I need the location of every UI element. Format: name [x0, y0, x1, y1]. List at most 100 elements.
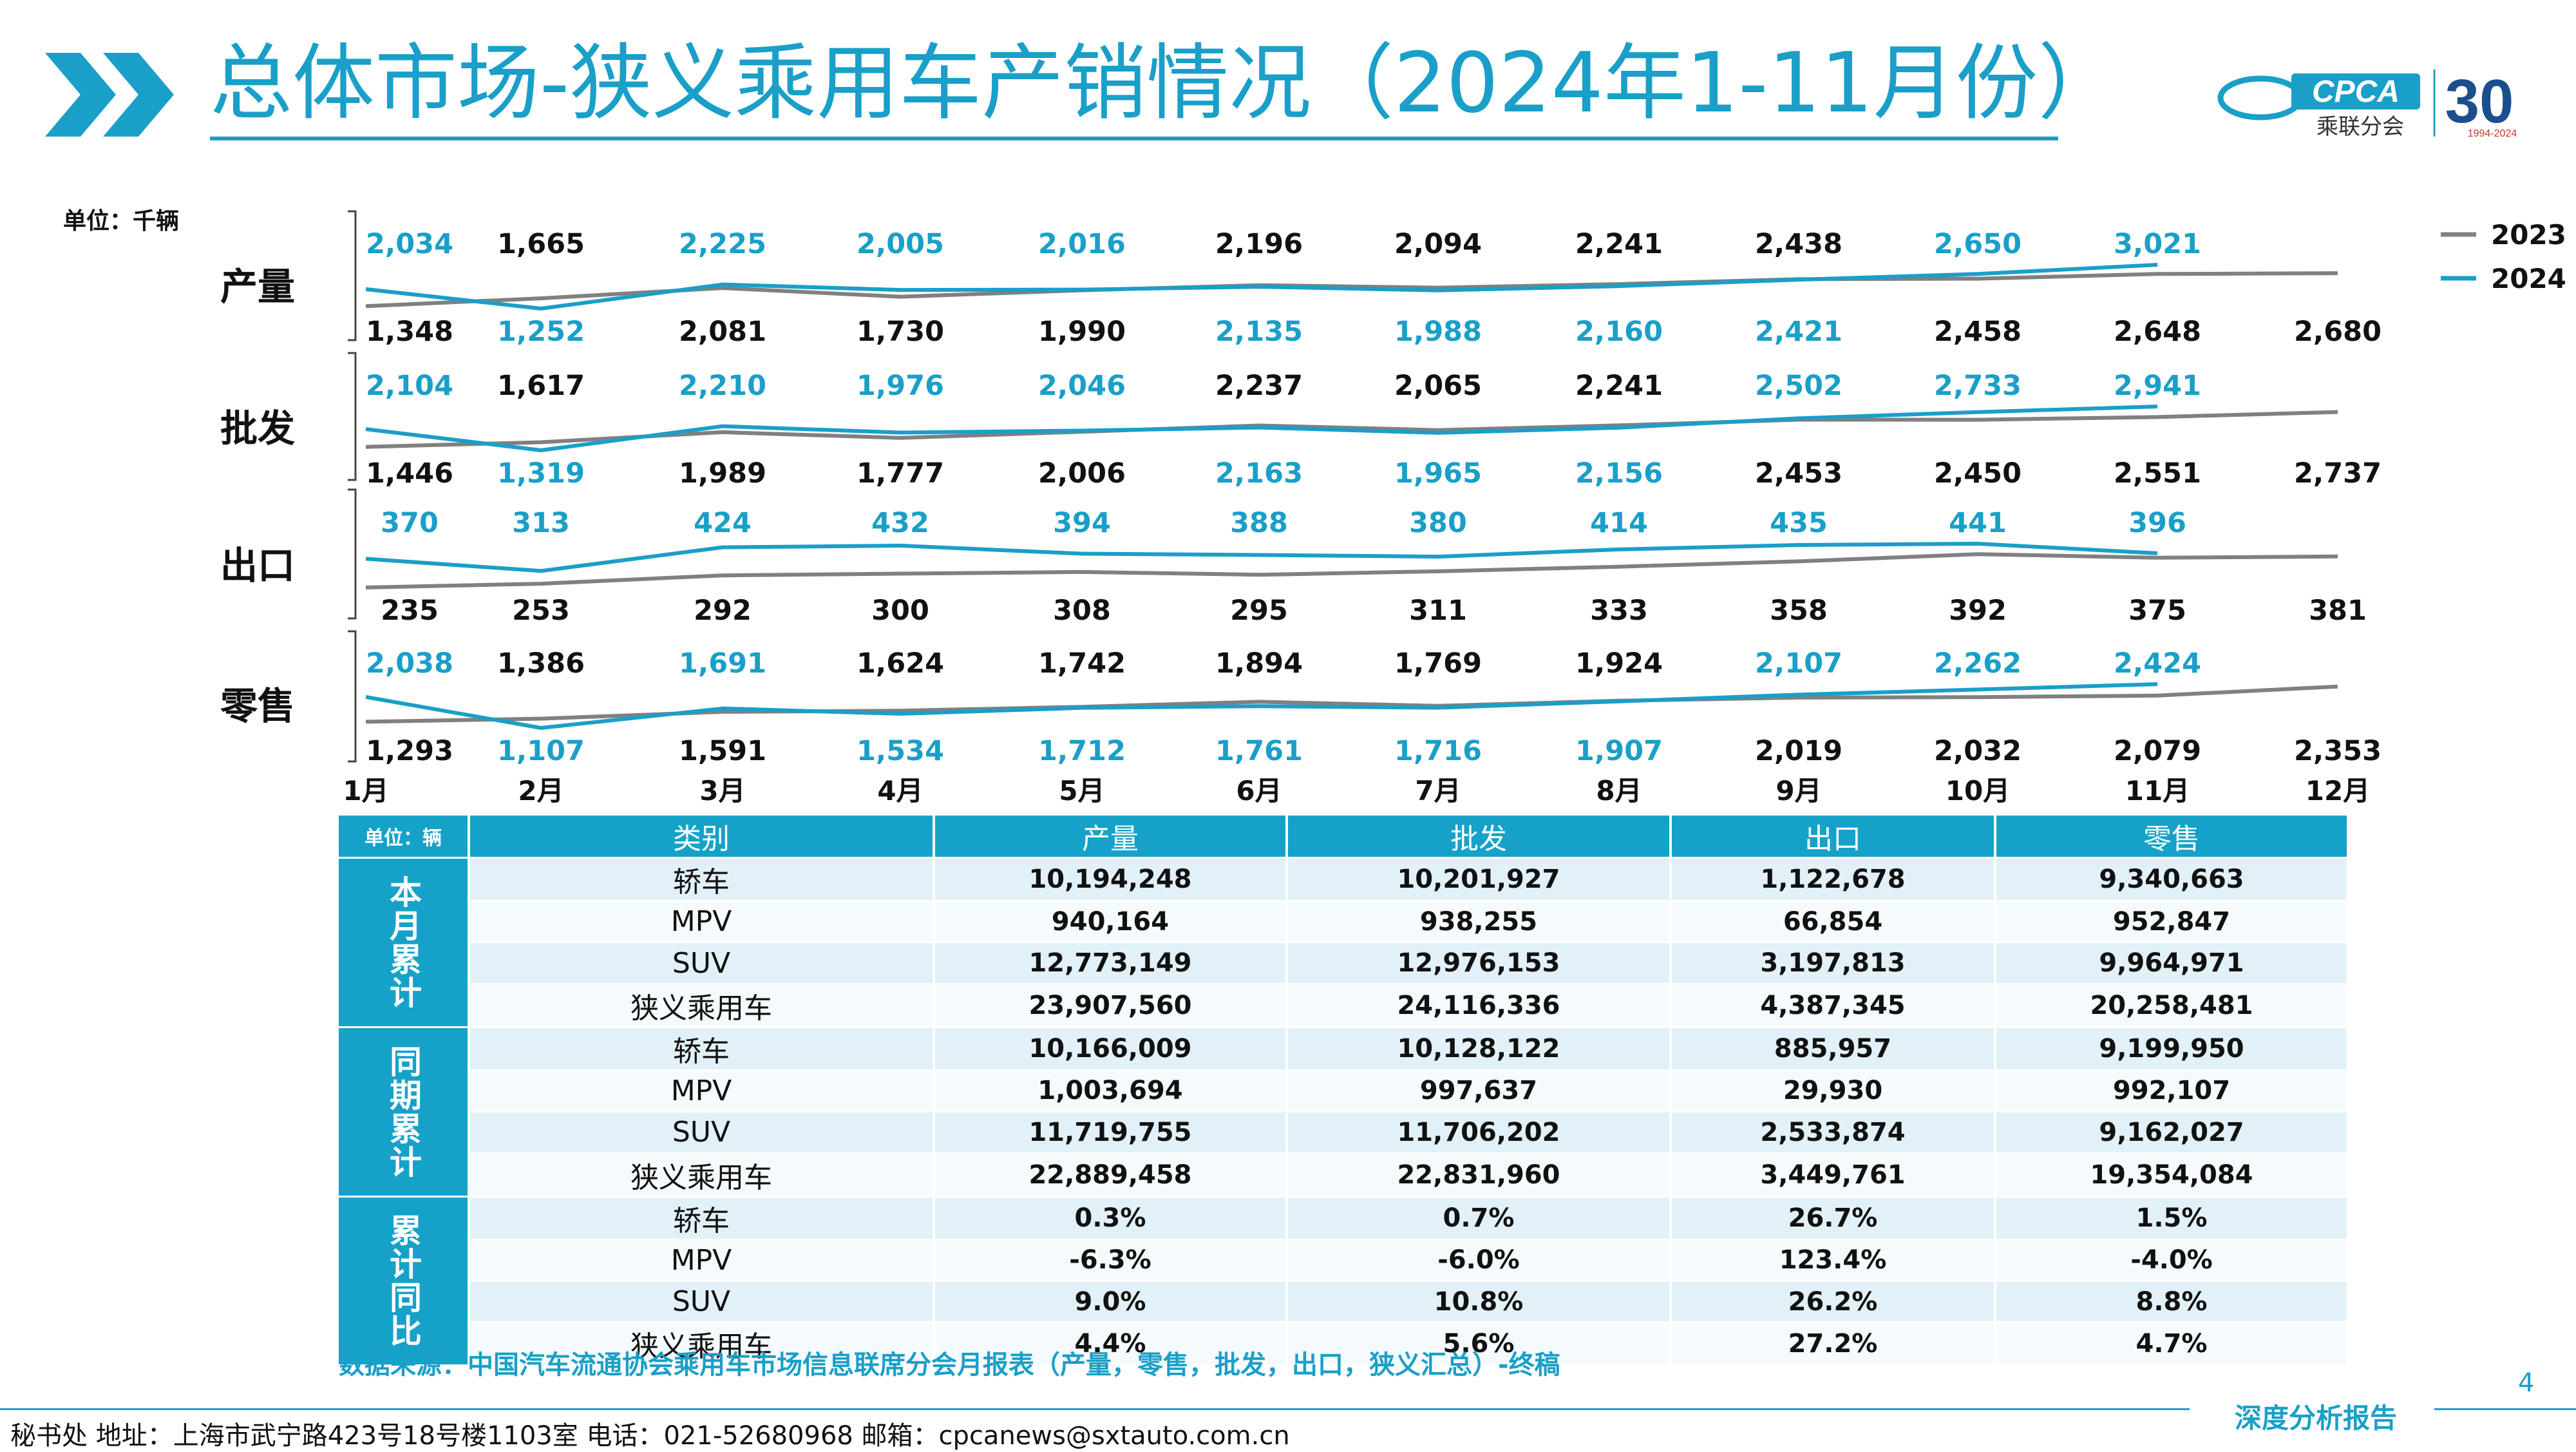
table-value-cell: 992,107 — [1995, 1070, 2349, 1113]
data-label-2024: 2,005 — [857, 228, 944, 260]
series-line-2023 — [365, 552, 2338, 589]
data-label-2023: 1,665 — [497, 228, 585, 260]
x-tick-label: 12月 — [2306, 775, 2370, 807]
footer-address: 秘书处 地址：上海市武宁路423号18号楼1103室 电话：021-526809… — [10, 1421, 1290, 1451]
table-value-cell: 24,116,336 — [1287, 984, 1672, 1028]
data-label-2023: 2,094 — [1394, 228, 1482, 260]
table-value-cell: 22,889,458 — [934, 1153, 1288, 1198]
data-label-2023: 292 — [694, 595, 752, 627]
data-label-2023: 311 — [1409, 595, 1467, 627]
data-label-2023: 2,353 — [2294, 735, 2382, 767]
data-label-2024: 1,712 — [1038, 735, 1126, 767]
table-value-cell: 19,354,084 — [1995, 1153, 2349, 1198]
data-label-2023: 1,386 — [497, 647, 585, 680]
table-value-cell: 1,003,694 — [934, 1070, 1288, 1113]
data-label-2023: 1,591 — [679, 735, 766, 767]
table-category-cell: SUV — [469, 942, 935, 985]
table-value-cell: 10,128,122 — [1287, 1027, 1672, 1071]
chart-unit-label: 单位：千辆 — [63, 208, 180, 234]
footer-divider — [2434, 1408, 2576, 1410]
logo-text: CPCA — [2312, 75, 2400, 109]
data-label-2024: 2,038 — [366, 647, 453, 680]
data-label-2024: 432 — [871, 507, 929, 539]
table-value-cell: 0.7% — [1287, 1196, 1672, 1241]
data-label-2023: 235 — [381, 595, 439, 627]
data-label-2023: 2,737 — [2294, 457, 2382, 490]
table-row: MPV 940,164 938,255 66,854 952,847 — [339, 901, 2349, 944]
table-value-cell: 20,258,481 — [1995, 984, 2349, 1028]
data-source-note: 数据来源：中国汽车流通协会乘用车市场信息联席分会月报表（产量，零售，批发，出口，… — [339, 1350, 1560, 1380]
table-value-cell: 3,449,761 — [1671, 1153, 1996, 1198]
table-row: 同期累计 轿车 10,166,009 10,128,122 885,957 9,199,9… — [339, 1027, 2349, 1198]
table-value-cell: 938,255 — [1287, 901, 1672, 944]
data-label-2024: 1,965 — [1394, 457, 1482, 490]
data-label-2023: 2,065 — [1394, 370, 1482, 402]
x-tick-label: 9月 — [1776, 775, 1821, 807]
data-label-2024: 414 — [1590, 507, 1648, 539]
data-label-2024: 2,941 — [2114, 370, 2201, 402]
data-label-2024: 1,761 — [1215, 735, 1303, 767]
table-value-cell: 9,162,027 — [1995, 1111, 2349, 1154]
table-value-cell: 997,637 — [1287, 1070, 1672, 1113]
data-label-2024: 441 — [1949, 507, 2007, 539]
table-group-label: 本月累计 — [339, 857, 470, 1028]
panel-label: 零售 — [220, 684, 295, 728]
x-tick-label: 7月 — [1415, 775, 1461, 807]
data-label-2023: 1,730 — [857, 316, 944, 348]
anniversary-number: 30 — [2445, 67, 2514, 136]
table-value-cell: -4.0% — [1995, 1239, 2349, 1282]
data-label-2023: 1,769 — [1394, 647, 1482, 680]
cpca-logo: CPCA 乘联分会 30 1994-2024 — [2217, 67, 2517, 140]
footer-divider — [0, 1408, 2190, 1410]
legend-label: 2024 — [2491, 263, 2566, 294]
page-title: 总体市场-狭义乘用车产销情况（2024年1-11月份） — [210, 35, 2121, 131]
data-label-2023: 2,237 — [1215, 370, 1303, 402]
table-value-cell: 3,197,813 — [1671, 942, 1996, 985]
table-header-row: 单位：辆 类别 产量 批发 出口 零售 — [339, 816, 2349, 859]
table-value-cell: 12,773,149 — [934, 942, 1288, 985]
data-label-2023: 2,079 — [2114, 735, 2201, 767]
table-row: MPV -6.3% -6.0% 123.4% -4.0% — [339, 1239, 2349, 1282]
panel-axis — [348, 630, 357, 763]
table-value-cell: 10.8% — [1287, 1281, 1672, 1324]
data-label-2024: 1,534 — [857, 735, 944, 767]
data-label-2024: 1,988 — [1394, 316, 1482, 348]
data-label-2024: 2,225 — [679, 228, 766, 260]
data-label-2023: 392 — [1949, 595, 2007, 627]
data-label-2023: 300 — [871, 595, 929, 627]
table-value-cell: 4.4% — [934, 1322, 1288, 1367]
data-label-2024: 2,135 — [1215, 316, 1303, 348]
table-value-cell: 11,719,755 — [934, 1111, 1288, 1154]
table-value-cell: -6.3% — [934, 1239, 1288, 1282]
x-tick-label: 4月 — [877, 775, 923, 807]
data-label-2023: 2,680 — [2294, 316, 2382, 348]
table-category-cell: 狭义乘用车 — [469, 1322, 935, 1367]
data-label-2024: 388 — [1230, 507, 1288, 539]
data-label-2024: 2,650 — [1934, 228, 2022, 260]
data-label-2023: 358 — [1770, 595, 1828, 627]
table-value-cell: 952,847 — [1995, 901, 2349, 944]
data-label-2023: 253 — [512, 595, 570, 627]
table-value-cell: 9,340,663 — [1995, 857, 2349, 902]
data-label-2024: 2,107 — [1755, 647, 1842, 680]
table-value-cell: -6.0% — [1287, 1239, 1672, 1282]
table-value-cell: 9.0% — [934, 1281, 1288, 1324]
table-category-cell: MPV — [469, 1239, 935, 1282]
table-value-cell: 123.4% — [1671, 1239, 1996, 1282]
series-line-2024 — [365, 263, 2158, 310]
data-label-2024: 313 — [512, 507, 570, 539]
data-label-2023: 2,551 — [2114, 457, 2201, 490]
data-label-2024: 394 — [1053, 507, 1111, 539]
data-label-2023: 2,458 — [1934, 316, 2022, 348]
data-label-2023: 1,617 — [497, 370, 585, 402]
table-category-cell: 轿车 — [469, 1196, 935, 1241]
table-category-cell: SUV — [469, 1281, 935, 1324]
panel-axis — [348, 352, 357, 481]
data-label-2024: 2,421 — [1755, 316, 1842, 348]
data-label-2023: 1,624 — [857, 647, 944, 680]
data-label-2024: 1,319 — [497, 457, 585, 490]
data-label-2024: 2,016 — [1038, 228, 1126, 260]
data-label-2023: 2,081 — [679, 316, 766, 348]
table-value-cell: 1.5% — [1995, 1196, 2349, 1241]
data-label-2023: 1,777 — [857, 457, 944, 490]
